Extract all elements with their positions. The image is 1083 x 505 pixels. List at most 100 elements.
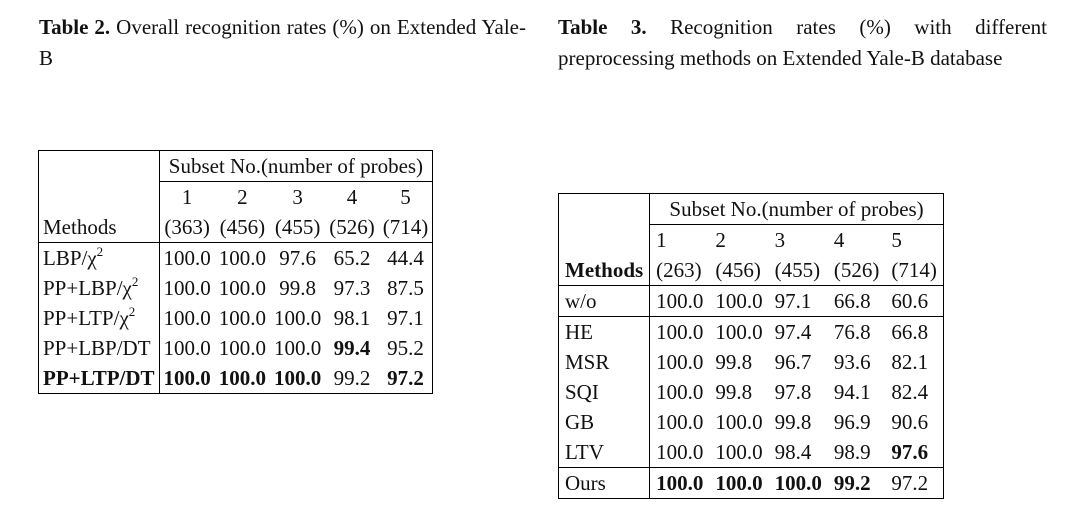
table3-row: w/o 100.0 100.0 97.1 66.8 60.6 [557,285,944,317]
table3-subset-number: 2 [715,228,726,252]
table2: Subset No.(number of probes) 1 2 3 4 5 M… [38,150,434,394]
table2-value-cell: 100.0 [274,336,322,360]
table2-method-superscript: 2 [131,274,139,289]
table3-value-cell: 100.0 [656,350,704,374]
table3-value-cell: 99.8 [715,380,753,404]
table3-value-cell: 100.0 [656,410,704,434]
table3-value-cell: 97.1 [768,285,828,317]
table2-row: PP+LTP/DT 100.0 100.0 100.0 99.2 97.2 [38,363,434,394]
table2-probe-count: (363) [159,212,215,243]
table3-value-cell: 97.4 [774,320,812,344]
table2-caption-label: Table 2. [39,15,111,39]
table3-method-cell: MSR [557,347,651,377]
table3-caption-label: Table 3. [558,15,647,39]
table3-value-cell: 100.0 [656,320,704,344]
table2-subset-number: 4 [346,185,358,209]
table2-value-cell: 100.0 [159,363,215,394]
table2-probe-count: (455) [270,212,326,243]
table2-method-cell: PP+LTP/DT [38,363,160,394]
table3: Subset No.(number of probes) 1 2 3 4 5 M… [557,193,944,499]
table2-header-row-2: 1 2 3 4 5 [38,181,434,212]
table2-value-cell: 100.0 [218,306,267,330]
table2-row: LBP/χ2 100.0 100.0 97.6 65.2 44.4 [38,242,434,273]
table3-value-cell: 82.4 [885,377,944,407]
table2-value-cell: 100.0 [163,246,211,270]
table3-value-cell: 96.7 [774,350,812,374]
table2-value-cell: 97.1 [378,303,434,333]
table2-value-cell: 99.4 [333,336,371,360]
table3-value-cell: 99.8 [715,350,753,374]
table3-row: LTV 100.0 100.0 98.4 98.9 97.6 [557,437,944,468]
table3-value-cell: 60.6 [885,285,944,317]
table3-value-cell: 100.0 [709,437,769,468]
table2-corner-cell [38,181,160,212]
table2-group-header: Subset No.(number of probes) [159,150,434,182]
table3-row: SQI 100.0 99.8 97.8 94.1 82.4 [557,377,944,407]
table2-method-cell: PP+LBP/DT [38,333,160,363]
table3-value-cell: 97.8 [774,380,812,404]
table3-corner-cell [557,224,651,255]
table3-value-cell: 100.0 [715,410,763,434]
table3-value-cell: 97.2 [885,467,944,499]
table3-value-cell: 76.8 [833,320,871,344]
table3-row: HE 100.0 100.0 97.4 76.8 66.8 [557,316,944,347]
table3-value-cell: 100.0 [768,467,828,499]
table3-caption-text: Recognition rates (%) with different pre… [558,15,1047,70]
table3-method-cell: SQI [557,377,651,407]
table2-value-cell: 100.0 [163,306,211,330]
table3-subset-number: 5 [885,224,944,255]
table2-value-cell: 98.1 [333,306,371,330]
table2-value-cell: 100.0 [218,246,267,270]
table2-subset-number: 3 [292,185,303,209]
table3-value-cell: 100.0 [709,285,769,317]
table3-row: Ours 100.0 100.0 100.0 99.2 97.2 [557,467,944,499]
table3-header-row-3: Methods (263) (456) (455) (526) (714) [557,255,944,286]
table2-probe-count: (714) [378,212,434,243]
table3-value-cell: 99.8 [774,410,812,434]
table2-value-cell: 100.0 [270,363,326,394]
table3-method-cell: HE [557,316,651,347]
table3-value-cell: 98.9 [827,437,886,468]
table2-header-row-1: Subset No.(number of probes) [38,150,434,182]
table2-method-name: PP+LBP/χ [43,276,132,300]
table2-value-cell: 65.2 [333,246,371,270]
table3-corner-cell [557,193,651,225]
table2-caption: Table 2. Overall recognition rates (%) o… [39,12,526,74]
table2-value-cell: 100.0 [218,336,267,360]
table2-value-cell: 100.0 [163,276,211,300]
table3-value-cell: 97.6 [885,437,944,468]
table3-header-row-1: Subset No.(number of probes) [557,193,944,225]
table2-value-cell: 99.2 [325,363,379,394]
table2-header-row-3: Methods (363) (456) (455) (526) (714) [38,212,434,243]
table3-group-header: Subset No.(number of probes) [649,193,944,225]
table3-probe-count: (455) [768,255,828,286]
table2-value-cell: 100.0 [214,363,271,394]
table2-value-cell: 100.0 [218,276,267,300]
table3-value-cell: 98.4 [768,437,828,468]
table3-value-cell: 82.1 [885,347,944,377]
table2-method-name: PP+LTP/χ [43,306,129,330]
table2-row: PP+LTP/χ2 100.0 100.0 100.0 98.1 97.1 [38,303,434,333]
table2-subset-number: 5 [378,181,434,212]
table3-method-cell: LTV [557,437,651,468]
table2-value-cell: 87.5 [378,273,434,303]
table3-value-cell: 100.0 [649,285,710,317]
table3-probe-count: (263) [649,255,710,286]
table2-value-cell: 44.4 [378,242,434,273]
table2-row: PP+LBP/χ2 100.0 100.0 99.8 97.3 87.5 [38,273,434,303]
table3-row: GB 100.0 100.0 99.8 96.9 90.6 [557,407,944,437]
table3-value-cell: 90.6 [885,407,944,437]
table3-value-cell: 66.8 [827,285,886,317]
table2-value-cell: 97.2 [378,363,434,394]
table3-value-cell: 100.0 [649,467,710,499]
table2-corner-cell [38,150,160,182]
table2-method-superscript: 2 [96,244,104,259]
table3-probe-count: (526) [827,255,886,286]
table3-method-cell: Ours [557,467,651,499]
table2-value-cell: 95.2 [378,333,434,363]
table3-methods-header: Methods [557,255,651,286]
table2-probe-count: (526) [325,212,379,243]
table2-method-superscript: 2 [128,304,136,319]
table3-subset-number: 1 [656,228,667,252]
table2-methods-header: Methods [38,212,160,243]
